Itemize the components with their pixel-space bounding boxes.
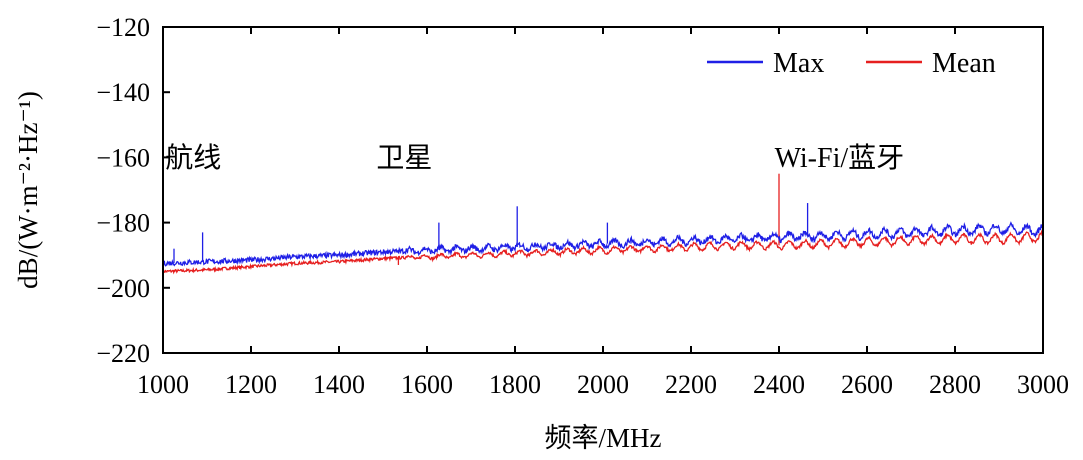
y-tick-label: −220 bbox=[96, 339, 150, 368]
series-line-max bbox=[162, 221, 1044, 267]
y-axis-title: dB/(W·m⁻²·Hz⁻¹) bbox=[13, 91, 43, 289]
y-tick-label: −120 bbox=[96, 13, 150, 42]
annotations: 航线 卫星 Wi-Fi/蓝牙 bbox=[165, 142, 904, 174]
y-tick-label: −140 bbox=[96, 78, 150, 107]
series-line-mean bbox=[162, 229, 1044, 275]
plot-lines bbox=[162, 173, 1044, 275]
axis-ticks: 1000 1200 1400 1600 1800 2000 2200 2400 2600 2800… bbox=[96, 13, 1069, 399]
x-tick-label: 1200 bbox=[225, 370, 277, 399]
x-axis-title: 频率/MHz bbox=[545, 423, 662, 453]
x-tick-label: 2800 bbox=[929, 370, 981, 399]
legend-label-mean: Mean bbox=[932, 48, 996, 79]
x-tick-label: 2600 bbox=[841, 370, 893, 399]
y-tick-label: −200 bbox=[96, 274, 150, 303]
annotation-label: 航线 bbox=[165, 142, 221, 174]
y-tick-label: −160 bbox=[96, 143, 150, 172]
x-tick-label: 2200 bbox=[665, 370, 717, 399]
x-tick-label: 2000 bbox=[577, 370, 629, 399]
annotation-label: 卫星 bbox=[376, 143, 432, 174]
x-tick-label: 1600 bbox=[401, 370, 453, 399]
plot-frame bbox=[162, 26, 1044, 354]
x-tick-label: 1800 bbox=[489, 370, 541, 399]
annotation-label: Wi-Fi/蓝牙 bbox=[775, 142, 905, 174]
legend-label-max: Max bbox=[773, 48, 824, 79]
x-tick-label: 3000 bbox=[1017, 370, 1069, 399]
x-tick-label: 1000 bbox=[137, 370, 189, 399]
legend: Max Mean bbox=[707, 48, 996, 79]
x-tick-label: 2400 bbox=[753, 370, 805, 399]
y-tick-label: −180 bbox=[96, 209, 150, 238]
x-tick-label: 1400 bbox=[313, 370, 365, 399]
